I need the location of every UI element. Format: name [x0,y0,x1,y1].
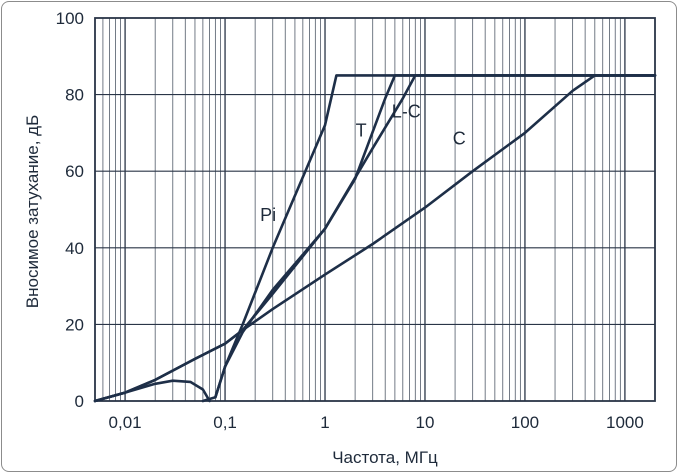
y-tick-label: 100 [56,9,84,28]
curve-pi-upper [214,74,657,399]
x-tick-label: 1 [320,413,329,432]
x-tick-label: 10 [416,413,435,432]
y-tick-label: 80 [65,86,84,105]
y-tick-label: 40 [65,239,84,258]
curve-label: T [356,121,367,141]
curve-label: C [453,128,466,148]
curves [93,74,657,403]
x-tick-label: 0,1 [213,413,237,432]
y-tick-label: 60 [65,162,84,181]
x-tick-labels: 0,01 0,1 1 10 100 1000 [109,413,644,432]
plot-border [94,17,656,402]
y-axis-title: Вносимое затухание, дБ [23,115,42,308]
grid-major [95,94,655,325]
y-tick-label: 0 [75,392,84,411]
y-tick-labels: 0 20 40 60 80 100 [56,9,84,411]
curve-pi [93,379,211,403]
x-tick-label: 1000 [606,413,644,432]
curve-label: L-C [392,102,421,122]
curve-labels: C L-C T Pi [260,102,466,225]
x-tick-label: 100 [511,413,539,432]
x-axis-title: Частота, МГц [332,448,438,467]
curve-label: Pi [260,205,276,225]
curve-t [201,74,657,403]
x-tick-label: 0,01 [109,413,142,432]
y-tick-label: 20 [65,315,84,334]
grid-minor [102,18,626,401]
